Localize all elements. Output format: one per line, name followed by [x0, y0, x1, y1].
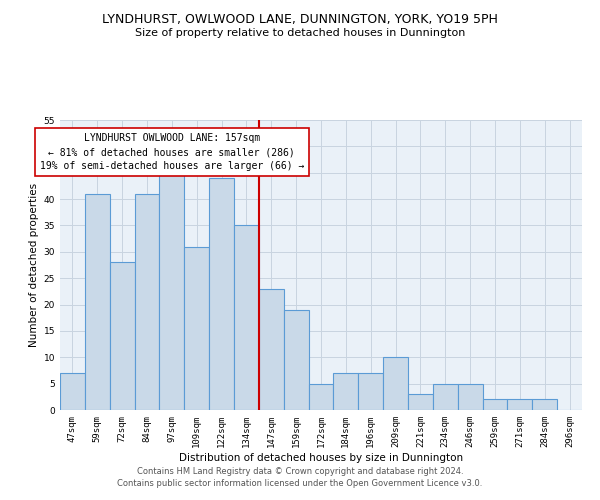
Bar — [532, 400, 557, 410]
Y-axis label: Number of detached properties: Number of detached properties — [29, 183, 40, 347]
Bar — [60, 373, 85, 410]
Bar — [134, 194, 160, 410]
Bar — [482, 400, 508, 410]
Text: Size of property relative to detached houses in Dunnington: Size of property relative to detached ho… — [135, 28, 465, 38]
Bar — [458, 384, 482, 410]
Bar — [334, 373, 358, 410]
Bar — [85, 194, 110, 410]
Bar — [508, 400, 532, 410]
Text: Contains HM Land Registry data © Crown copyright and database right 2024.
Contai: Contains HM Land Registry data © Crown c… — [118, 466, 482, 487]
Bar — [110, 262, 134, 410]
Bar — [383, 358, 408, 410]
Bar — [184, 246, 209, 410]
Bar — [160, 172, 184, 410]
Bar — [284, 310, 308, 410]
Bar — [259, 288, 284, 410]
Bar — [408, 394, 433, 410]
Text: LYNDHURST, OWLWOOD LANE, DUNNINGTON, YORK, YO19 5PH: LYNDHURST, OWLWOOD LANE, DUNNINGTON, YOR… — [102, 12, 498, 26]
Bar — [358, 373, 383, 410]
Bar — [234, 226, 259, 410]
Bar — [209, 178, 234, 410]
Bar — [308, 384, 334, 410]
Text: LYNDHURST OWLWOOD LANE: 157sqm
← 81% of detached houses are smaller (286)
19% of: LYNDHURST OWLWOOD LANE: 157sqm ← 81% of … — [40, 133, 304, 171]
Bar — [433, 384, 458, 410]
X-axis label: Distribution of detached houses by size in Dunnington: Distribution of detached houses by size … — [179, 452, 463, 462]
